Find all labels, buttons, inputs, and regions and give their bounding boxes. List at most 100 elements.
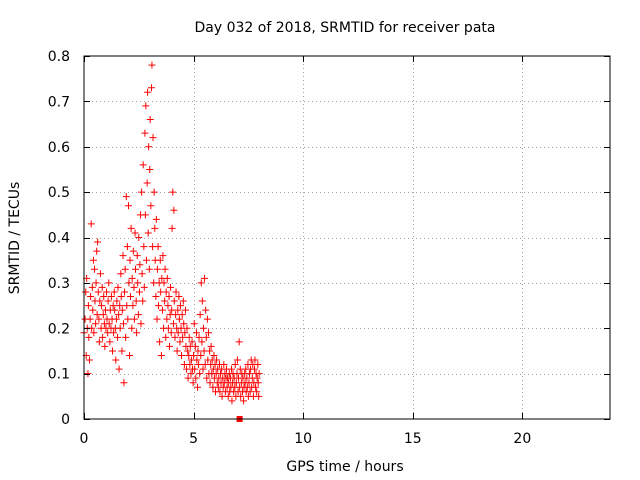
data-point [134, 311, 142, 319]
data-point [255, 392, 263, 400]
data-point [206, 347, 214, 355]
data-point [140, 283, 148, 291]
data-point [126, 256, 134, 264]
data-point [191, 342, 199, 350]
data-point [192, 374, 200, 382]
data-point [218, 392, 226, 400]
data-point [253, 374, 261, 382]
data-point [107, 292, 115, 300]
y-tick-label: 0 [61, 412, 70, 428]
data-point [139, 297, 147, 305]
data-point [203, 315, 211, 323]
data-point [120, 379, 128, 387]
plot-frame [83, 55, 611, 420]
y-axis-label: SRMTID / TECUs [7, 182, 23, 295]
data-point [207, 342, 215, 350]
y-tick-label: 0.6 [48, 140, 70, 156]
data-point [141, 129, 149, 137]
data-point [235, 338, 243, 346]
data-point [118, 347, 126, 355]
data-point [125, 279, 133, 287]
data-point [210, 351, 218, 359]
data-point [197, 279, 205, 287]
data-point [126, 292, 134, 300]
data-point [111, 306, 119, 314]
data-point [187, 370, 195, 378]
data-point [122, 333, 130, 341]
y-tick-label: 0.8 [48, 49, 70, 65]
data-point [220, 361, 228, 369]
data-point [96, 270, 104, 278]
data-point [185, 333, 193, 341]
data-point [98, 283, 106, 291]
data-point [184, 374, 192, 382]
data-point [110, 329, 118, 337]
data-point [162, 288, 170, 296]
data-point [152, 215, 160, 223]
data-point [164, 324, 172, 332]
data-point [201, 274, 209, 282]
data-point [195, 333, 203, 341]
data-point [171, 333, 179, 341]
data-point [87, 220, 95, 228]
data-point [161, 265, 169, 273]
data-point [156, 338, 164, 346]
data-point [199, 324, 207, 332]
data-point [129, 247, 137, 255]
data-point [113, 297, 121, 305]
data-point [163, 274, 171, 282]
data-point [132, 265, 140, 273]
data-point [133, 252, 141, 260]
data-point [134, 279, 142, 287]
data-point [136, 261, 144, 269]
data-point [159, 252, 167, 260]
x-tick-label: 20 [513, 431, 531, 447]
data-point [240, 397, 248, 405]
data-point [114, 333, 122, 341]
data-point [204, 329, 212, 337]
data-point [99, 333, 107, 341]
data-point [148, 84, 156, 92]
data-point [150, 188, 158, 196]
data-point [96, 297, 104, 305]
data-point [103, 288, 111, 296]
data-point [155, 302, 163, 310]
data-point [191, 365, 199, 373]
data-point [95, 315, 103, 323]
data-point [128, 274, 136, 282]
data-point [197, 351, 205, 359]
data-point [172, 311, 180, 319]
data-point [116, 302, 124, 310]
data-point [198, 297, 206, 305]
data-point [112, 356, 120, 364]
data-point [147, 202, 155, 210]
data-point [119, 252, 127, 260]
data-point [254, 361, 262, 369]
data-point [186, 361, 194, 369]
data-point [104, 329, 112, 337]
data-point [190, 351, 198, 359]
data-point [94, 288, 102, 296]
data-point [198, 338, 206, 346]
data-point [84, 370, 92, 378]
data-point [194, 383, 202, 391]
data-point [151, 224, 159, 232]
data-point [170, 206, 178, 214]
data-point [175, 292, 183, 300]
data-point [117, 292, 125, 300]
data-point [177, 324, 185, 332]
data-point [89, 256, 97, 264]
data-point [132, 297, 140, 305]
y-tick-label: 0.4 [48, 231, 70, 247]
data-point [153, 315, 161, 323]
data-point [123, 243, 131, 251]
data-point [95, 338, 103, 346]
data-point [114, 283, 122, 291]
data-point [189, 379, 197, 387]
data-point [203, 374, 211, 382]
data-point [176, 338, 184, 346]
data-point [196, 370, 204, 378]
data-point [142, 256, 150, 264]
data-point [165, 292, 173, 300]
data-point [163, 315, 171, 323]
